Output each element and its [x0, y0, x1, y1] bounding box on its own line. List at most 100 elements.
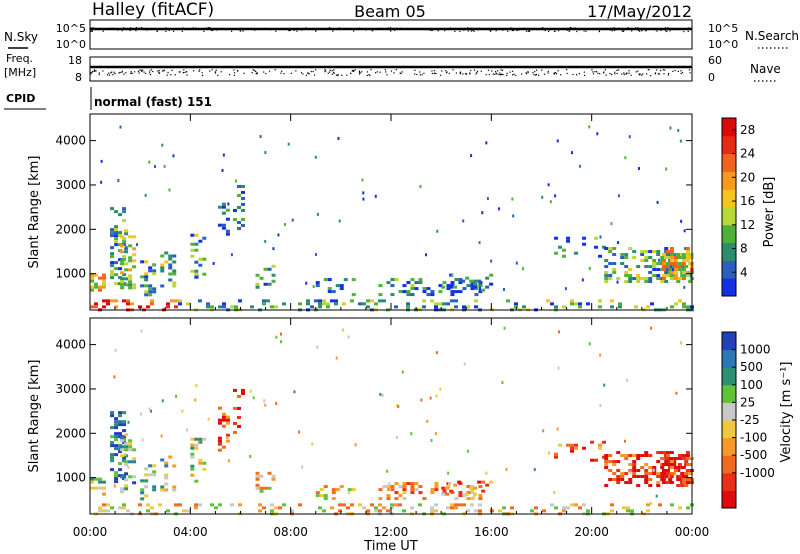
nave-point [390, 70, 393, 72]
echo-cell [548, 451, 551, 455]
nsearch-point [470, 30, 472, 32]
echo-cell [466, 509, 470, 513]
echo-cell [620, 454, 625, 458]
nsearch-point [656, 30, 658, 32]
echo-cell [450, 503, 454, 507]
echo-cell [673, 256, 678, 260]
echo-cell [120, 235, 125, 239]
nsearch-point [347, 28, 350, 30]
nave-point [139, 69, 141, 71]
echo-cell [434, 503, 438, 507]
echo-cell [194, 248, 199, 252]
nave-point [689, 72, 691, 74]
nave-point [501, 73, 503, 75]
echo-cell [90, 285, 94, 289]
nave-point [107, 74, 109, 76]
nave-point [677, 70, 679, 73]
nave-point [95, 70, 97, 72]
echo-cell [664, 460, 669, 464]
nsearch-point [136, 28, 138, 30]
echo-cell [194, 506, 198, 510]
echo-cell [338, 509, 342, 513]
nave-point [333, 72, 335, 74]
echo-cell [110, 246, 115, 250]
echo-cell [164, 473, 169, 477]
echo-cell [681, 481, 686, 485]
echo-cell [390, 485, 395, 489]
echo-cell [115, 243, 118, 247]
echo-cell [339, 284, 344, 288]
echo-cell [673, 268, 678, 272]
nsearch-point [231, 28, 233, 30]
nave-point [626, 72, 628, 74]
echo-cell [598, 446, 603, 450]
echo-cell [114, 240, 119, 244]
nave-point [501, 69, 504, 71]
nave-point [214, 72, 217, 74]
echo-cell [608, 478, 613, 482]
echo-cell [122, 503, 126, 507]
echo-cell [194, 503, 198, 507]
echo-cell [186, 509, 190, 513]
echo-cell [347, 335, 350, 339]
echo-cell [512, 214, 515, 218]
echo-cell [574, 251, 579, 255]
echo-cell [658, 503, 662, 507]
echo-cell [311, 442, 314, 446]
colorbar-segment [722, 437, 736, 456]
nsearch-point [366, 28, 368, 30]
nsearch-point [290, 29, 292, 31]
echo-cell [669, 463, 674, 467]
echo-cell [144, 278, 149, 282]
echo-cell [114, 453, 119, 457]
colorbar-segment [722, 278, 736, 297]
nave-point [233, 69, 235, 71]
echo-cell [271, 273, 276, 277]
echo-cell [94, 282, 98, 286]
echo-cell [661, 262, 666, 266]
echo-cell [168, 263, 173, 267]
echo-cell [640, 250, 645, 254]
echo-cell [326, 302, 330, 306]
nsearch-point [236, 28, 238, 31]
echo-cell [168, 278, 173, 282]
echo-cell [114, 282, 119, 286]
nsearch-point [371, 30, 373, 32]
echo-cell [669, 126, 672, 130]
echo-cell [122, 237, 127, 241]
echo-cell [542, 509, 546, 513]
echo-cell [190, 248, 195, 252]
echo-cell [617, 241, 620, 245]
echo-cell [327, 290, 332, 294]
echo-cell [669, 250, 674, 254]
nave-point [469, 72, 471, 74]
echo-cell [236, 424, 241, 428]
nsearch-point [129, 29, 131, 32]
echo-cell [140, 284, 145, 288]
echo-cell [435, 394, 438, 398]
echo-cell [102, 285, 106, 289]
echo-cell [462, 287, 467, 291]
echo-cell [164, 464, 169, 468]
echo-cell [240, 388, 245, 392]
echo-cell [497, 207, 500, 211]
echo-cell [98, 480, 102, 484]
echo-cell [652, 265, 657, 269]
nave-point [395, 69, 397, 71]
nave-point [368, 73, 370, 76]
nave-point [459, 73, 461, 75]
echo-cell [190, 473, 195, 477]
echo-cell [604, 463, 609, 467]
echo-cell [331, 488, 336, 492]
echo-cell [102, 480, 106, 484]
echo-cell [628, 277, 633, 281]
echo-cell [160, 254, 165, 258]
nave-point [555, 72, 558, 75]
nave-trace [90, 69, 691, 77]
echo-cell [150, 299, 154, 303]
echo-cell [420, 398, 423, 402]
echo-cell [378, 488, 383, 492]
echo-cell [677, 478, 682, 482]
echo-cell [414, 488, 419, 492]
echo-cell [232, 421, 237, 425]
